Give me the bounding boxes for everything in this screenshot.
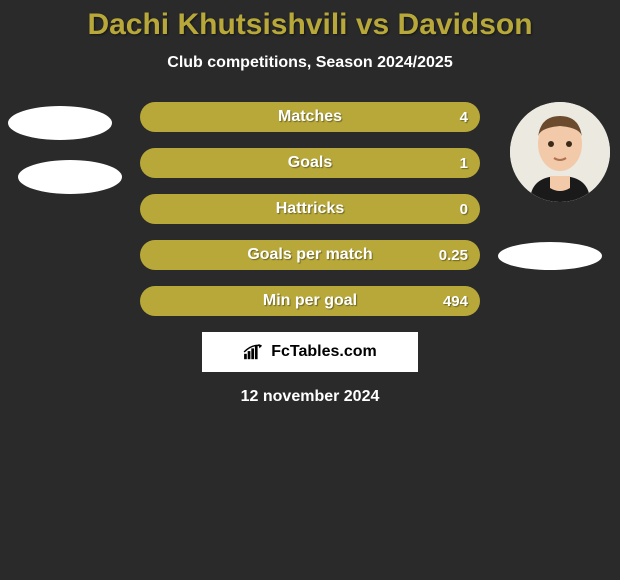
stat-label: Goals — [288, 154, 332, 172]
player-right-avatar — [510, 102, 610, 202]
brand-text: FcTables.com — [271, 343, 377, 361]
footer-date: 12 november 2024 — [0, 388, 620, 406]
stat-bar: Matches 4 — [140, 102, 480, 132]
stat-label: Min per goal — [263, 292, 357, 310]
decorative-ellipse — [498, 242, 602, 270]
face-icon — [510, 102, 610, 202]
stat-value-right: 0.25 — [439, 247, 468, 264]
stat-label: Goals per match — [247, 246, 372, 264]
stat-bar: Goals 1 — [140, 148, 480, 178]
stat-bar: Min per goal 494 — [140, 286, 480, 316]
subtitle: Club competitions, Season 2024/2025 — [0, 54, 620, 72]
stat-value-right: 1 — [460, 155, 468, 172]
stat-label: Hattricks — [276, 200, 344, 218]
stat-bar: Hattricks 0 — [140, 194, 480, 224]
stat-value-right: 4 — [460, 109, 468, 126]
stat-bar: Goals per match 0.25 — [140, 240, 480, 270]
decorative-ellipse — [8, 106, 112, 140]
stats-area: Matches 4 Goals 1 Hattricks 0 Goals per match 0… — [0, 102, 620, 316]
decorative-ellipse — [18, 160, 122, 194]
brand-box: FcTables.com — [202, 332, 418, 372]
page-title: Dachi Khutsishvili vs Davidson — [0, 0, 620, 42]
stat-value-right: 494 — [443, 293, 468, 310]
stat-label: Matches — [278, 108, 342, 126]
bar-chart-icon — [243, 343, 265, 361]
stat-value-right: 0 — [460, 201, 468, 218]
